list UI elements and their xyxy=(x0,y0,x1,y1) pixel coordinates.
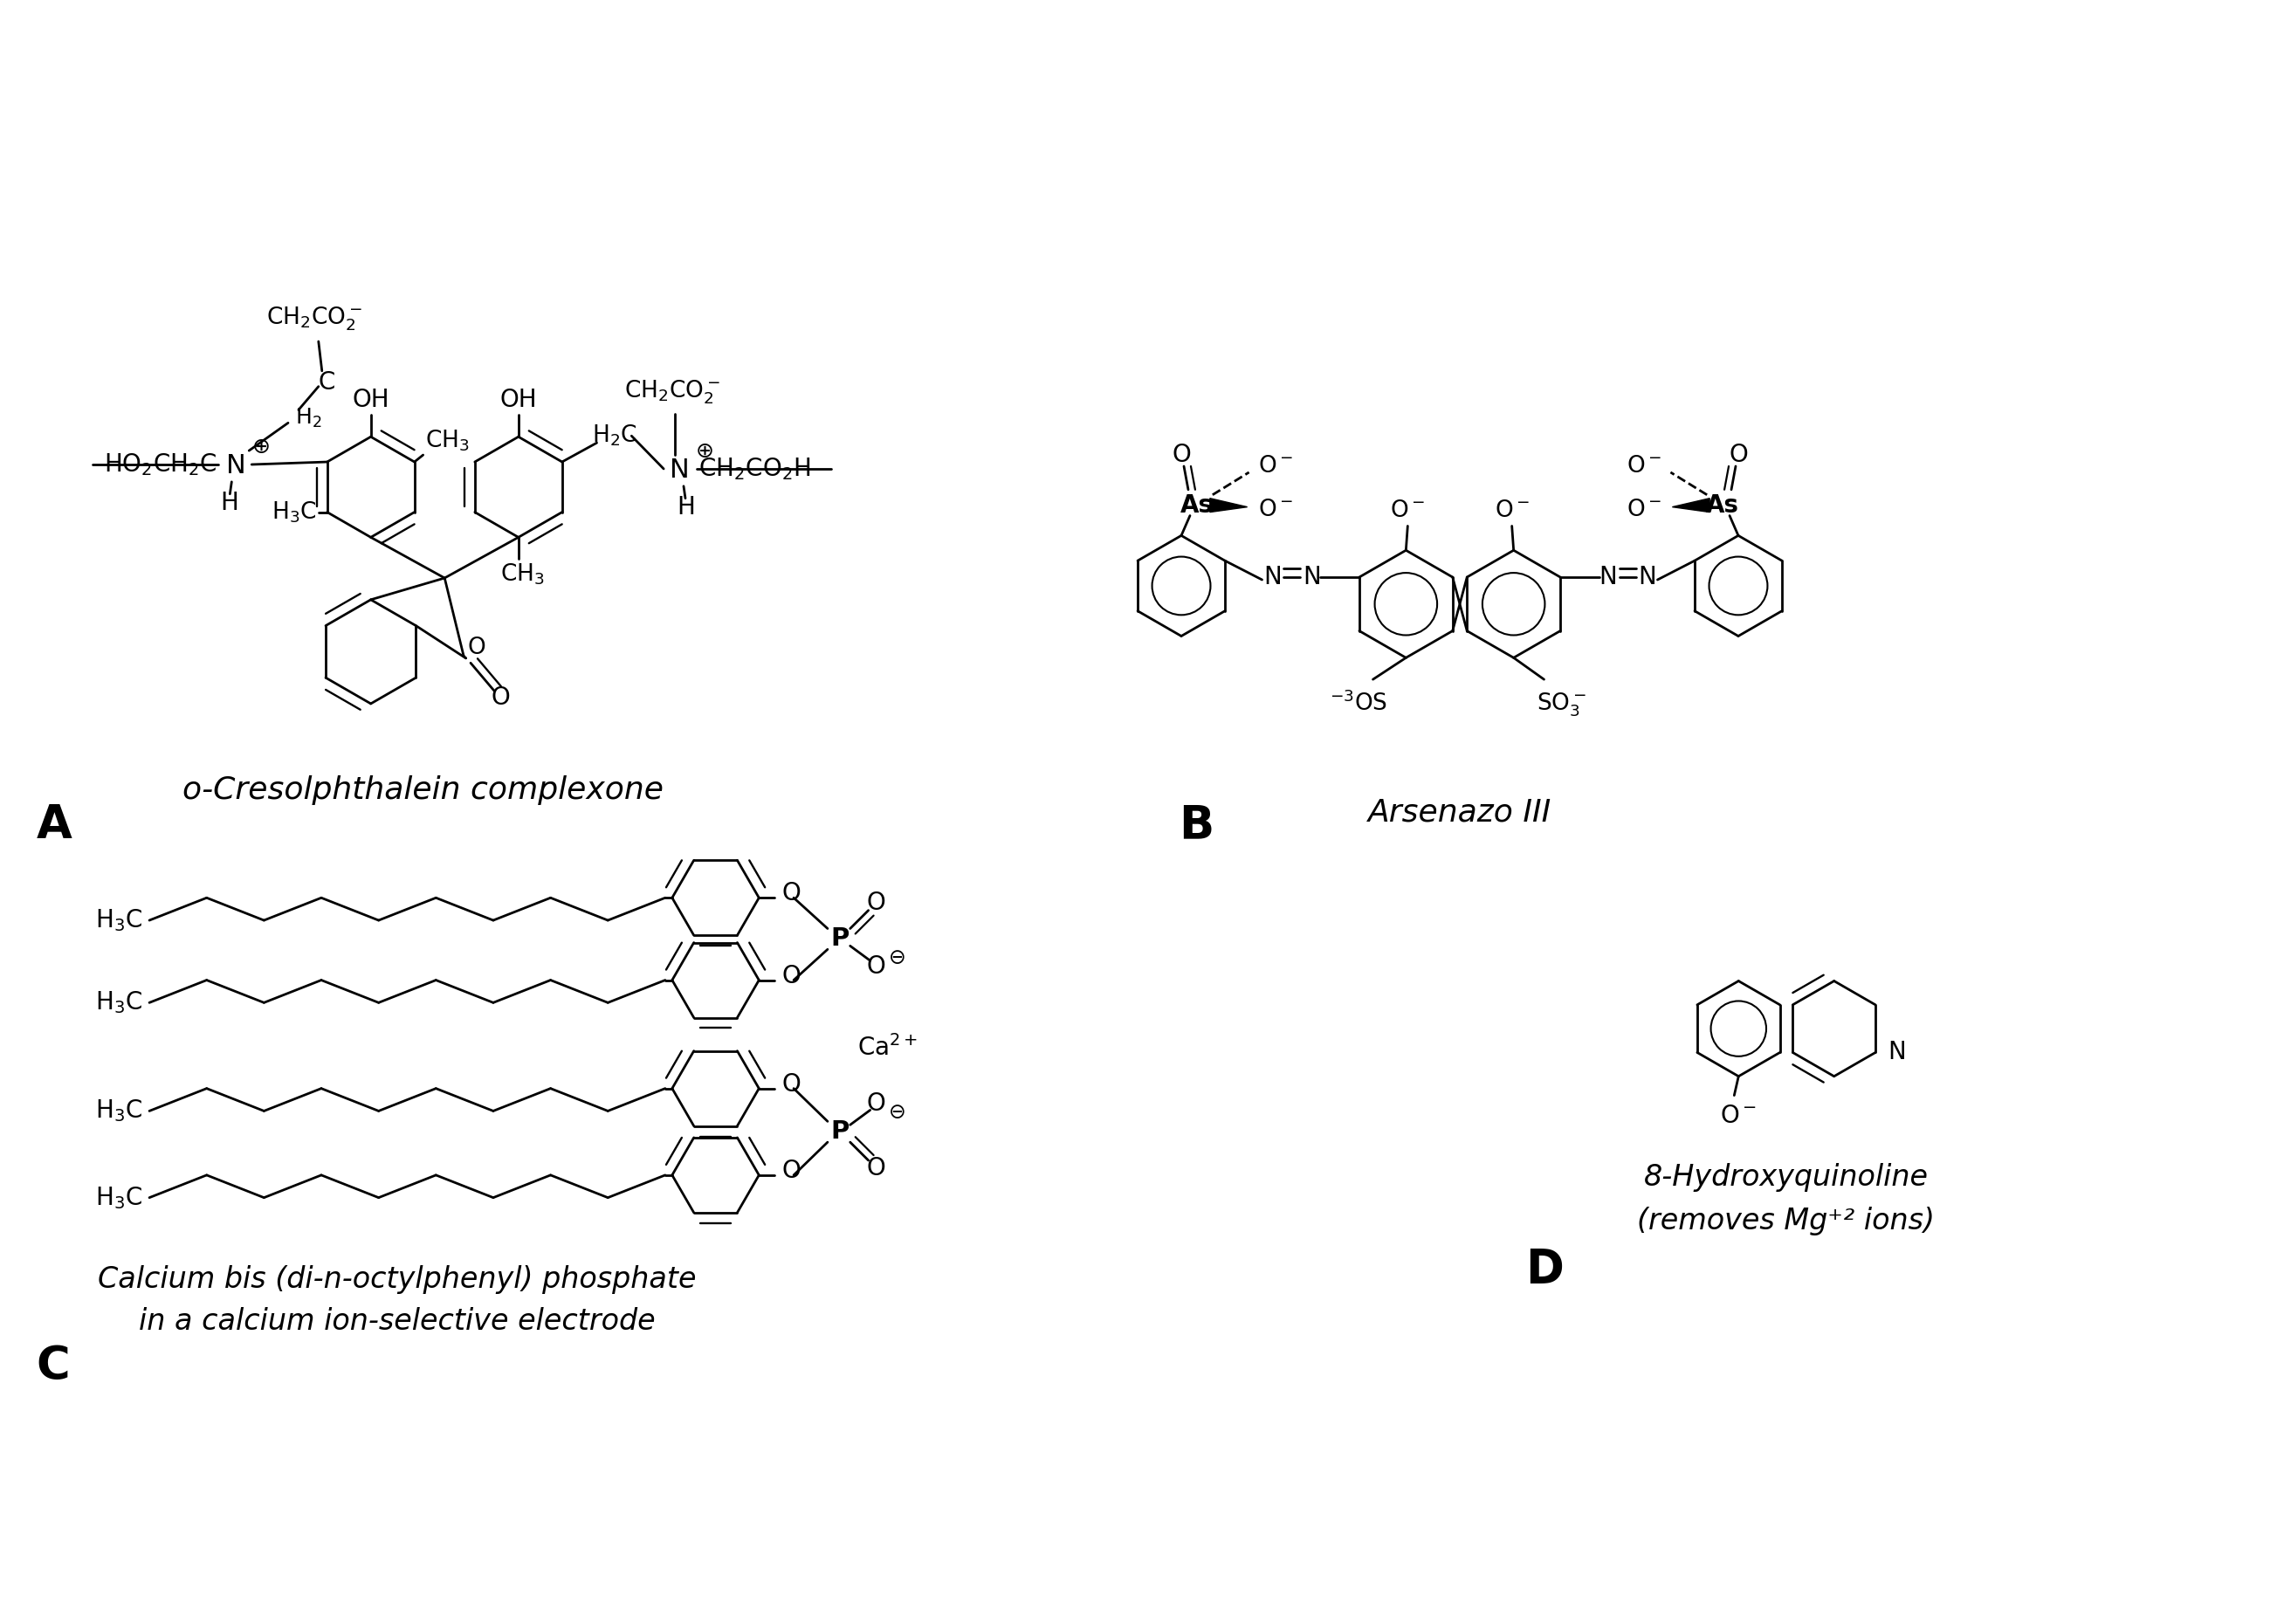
Text: O: O xyxy=(781,882,801,906)
Text: CH$_2$CO$_2^-$: CH$_2$CO$_2^-$ xyxy=(624,378,720,406)
Text: H: H xyxy=(220,490,238,515)
Text: A: A xyxy=(36,802,73,848)
Text: B: B xyxy=(1178,802,1214,848)
Text: O$^-$: O$^-$ xyxy=(1628,499,1662,521)
Text: P: P xyxy=(831,1119,849,1143)
Text: O: O xyxy=(867,1091,885,1116)
Text: O: O xyxy=(493,685,511,710)
Text: Arsenazo III: Arsenazo III xyxy=(1369,797,1553,827)
Text: O: O xyxy=(468,637,486,659)
Text: O$^-$: O$^-$ xyxy=(1258,455,1294,477)
Text: H$_3$C: H$_3$C xyxy=(95,1098,143,1124)
Text: C: C xyxy=(36,1345,70,1389)
Text: O: O xyxy=(867,890,885,914)
Text: H$_3$C: H$_3$C xyxy=(95,1184,143,1210)
Text: H: H xyxy=(676,495,695,520)
Text: $^{-3}$OS: $^{-3}$OS xyxy=(1330,690,1387,716)
Text: in a calcium ion-selective electrode: in a calcium ion-selective electrode xyxy=(138,1307,656,1337)
Text: N: N xyxy=(1264,565,1283,590)
Text: As: As xyxy=(1707,494,1739,518)
Text: OH: OH xyxy=(499,388,538,412)
Text: HO$_2$CH$_2$C: HO$_2$CH$_2$C xyxy=(104,451,218,477)
Text: N: N xyxy=(1303,565,1321,590)
Text: $\oplus$: $\oplus$ xyxy=(695,442,713,461)
Text: O: O xyxy=(781,1158,801,1182)
Text: D: D xyxy=(1525,1247,1564,1293)
Text: H$_2$: H$_2$ xyxy=(295,408,322,430)
Text: $\ominus$: $\ominus$ xyxy=(888,947,906,968)
Text: O$^-$: O$^-$ xyxy=(1721,1104,1757,1129)
Text: $\ominus$: $\ominus$ xyxy=(888,1103,906,1124)
Text: N: N xyxy=(670,458,690,484)
Text: O: O xyxy=(1171,443,1192,468)
Text: o-Cresolphthalein complexone: o-Cresolphthalein complexone xyxy=(182,776,663,806)
Text: N: N xyxy=(1639,565,1657,590)
Text: O: O xyxy=(781,1072,801,1096)
Text: H$_3$C: H$_3$C xyxy=(272,500,318,525)
Text: $\oplus$: $\oplus$ xyxy=(252,437,270,458)
Text: O$^-$: O$^-$ xyxy=(1258,499,1294,521)
Text: P: P xyxy=(831,927,849,952)
Text: 8-Hydroxyquinoline: 8-Hydroxyquinoline xyxy=(1643,1163,1930,1192)
Text: O: O xyxy=(781,963,801,987)
Text: SO$_3^-$: SO$_3^-$ xyxy=(1537,690,1587,718)
Text: O: O xyxy=(867,955,885,979)
Text: OH: OH xyxy=(352,388,390,412)
Text: As: As xyxy=(1180,494,1214,518)
Text: C: C xyxy=(318,370,336,395)
Text: H$_2$C: H$_2$C xyxy=(592,424,636,448)
Text: O: O xyxy=(867,1156,885,1181)
Polygon shape xyxy=(1673,499,1709,512)
Text: N: N xyxy=(1598,565,1616,590)
Text: O$^-$: O$^-$ xyxy=(1628,455,1662,477)
Text: H$_3$C: H$_3$C xyxy=(95,908,143,934)
Text: CH$_3$: CH$_3$ xyxy=(502,562,545,586)
Text: H$_3$C: H$_3$C xyxy=(95,989,143,1015)
Text: O: O xyxy=(1730,443,1748,468)
Text: Ca$^{2+}$: Ca$^{2+}$ xyxy=(858,1034,917,1060)
Text: Calcium bis (di-n-octylphenyl) phosphate: Calcium bis (di-n-octylphenyl) phosphate xyxy=(98,1265,697,1294)
Text: N: N xyxy=(1889,1041,1907,1065)
Text: O$^-$: O$^-$ xyxy=(1494,500,1530,523)
Text: (removes Mg⁺² ions): (removes Mg⁺² ions) xyxy=(1637,1207,1934,1236)
Text: CH$_3$: CH$_3$ xyxy=(424,429,470,453)
Text: CH$_2$CO$_2^-$: CH$_2$CO$_2^-$ xyxy=(266,305,361,333)
Text: CH$_2$CO$_2$H: CH$_2$CO$_2$H xyxy=(699,456,810,482)
Polygon shape xyxy=(1210,499,1246,512)
Text: O$^-$: O$^-$ xyxy=(1389,500,1426,523)
Text: N: N xyxy=(227,453,245,479)
